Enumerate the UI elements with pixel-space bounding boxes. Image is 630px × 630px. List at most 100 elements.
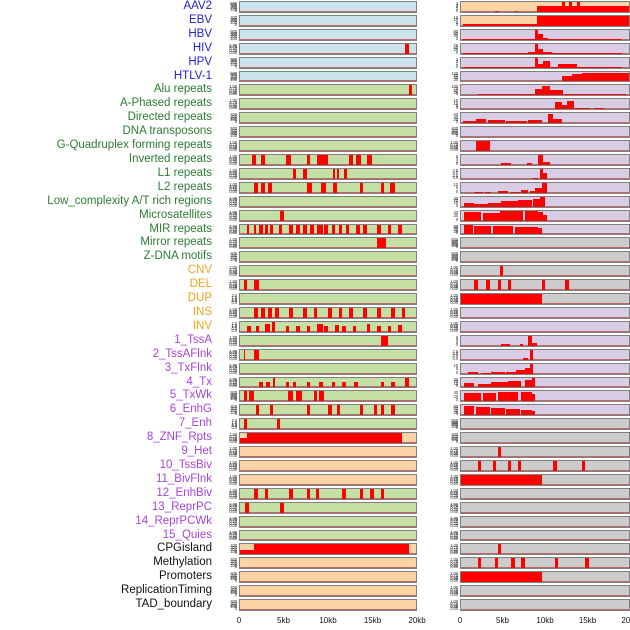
track-plot: 1.00 0.75 0.50 0.25 0.00 <box>435 320 630 334</box>
y-tick-label: 0.50 <box>229 282 237 288</box>
data-bar <box>342 488 346 499</box>
y-tick-label: 1.00 <box>229 501 237 507</box>
data-bar <box>461 294 542 304</box>
track-label-hiv: HIV <box>192 41 212 54</box>
track-label-l2-repeats: L2 repeats <box>157 180 212 193</box>
y-tick-label: 1.00 <box>450 557 458 563</box>
data-bar <box>289 308 293 318</box>
y-tick-label: 0.25 <box>229 381 237 387</box>
plot-area <box>239 251 417 264</box>
y-tick-label: 200 <box>451 129 458 135</box>
y-tick-label: 0 <box>234 7 237 13</box>
plot-area <box>460 167 630 180</box>
data-bar <box>521 189 529 193</box>
data-bar <box>607 108 621 110</box>
y-axis: 1.00 0.75 0.50 0.25 0.00 <box>435 598 459 612</box>
baseline <box>240 80 416 82</box>
baseline <box>461 497 629 499</box>
track-label-del: DEL <box>189 278 212 291</box>
y-tick-label: 0.75 <box>229 336 237 342</box>
y-axis: 60 40 20 0 <box>435 111 459 125</box>
data-bar <box>319 381 323 388</box>
data-bar <box>543 51 552 54</box>
y-tick-label: 0.25 <box>229 159 237 165</box>
y-tick-label: 30 <box>453 376 459 382</box>
data-bar <box>555 558 559 569</box>
y-tick-label: 100 <box>230 35 237 41</box>
y-tick-label: 0.25 <box>229 103 237 109</box>
track-plot: 1.00 0.75 0.50 0.25 0.00 <box>214 529 417 543</box>
y-tick-label: 0.0 <box>452 174 458 180</box>
data-bar <box>268 182 272 193</box>
track-label-replicationtiming: ReplicationTiming <box>121 584 212 597</box>
plot-area <box>460 112 630 125</box>
baseline <box>461 261 629 263</box>
plot-area <box>239 28 417 41</box>
y-tick-label: 400 <box>230 56 237 62</box>
y-axis: 1.00 0.75 0.50 0.25 0.00 <box>214 209 238 223</box>
track-plot: 1.00 0.75 0.50 0.25 0.00 <box>214 431 417 445</box>
data-bar <box>310 224 314 235</box>
y-tick-label: 1.00 <box>229 515 237 521</box>
y-axis: 500 400 300 200 100 0 <box>214 389 238 403</box>
data-bar <box>289 224 293 235</box>
data-bar <box>292 381 297 388</box>
y-tick-label: 20 <box>453 409 459 415</box>
track-plot: 1.00 0.75 0.50 0.25 0.00 <box>214 167 417 181</box>
data-bar <box>553 461 557 471</box>
y-tick-label: 0.50 <box>229 379 237 385</box>
data-bar <box>354 381 358 388</box>
y-tick-label: 75 <box>453 86 459 92</box>
y-tick-label: 300 <box>230 58 237 64</box>
track-plot: 1.00 0.75 0.50 0.25 0.00 <box>435 473 630 487</box>
track-plot: 400 300 200 100 0 <box>435 431 630 445</box>
y-tick-label: 0 <box>455 341 458 347</box>
y-tick-label: 0 <box>234 63 237 69</box>
y-tick-label: 0 <box>234 21 237 27</box>
track-plot: 1.00 0.75 0.50 0.25 0.00 <box>214 334 417 348</box>
track-plot: 15 10 5 0 <box>435 97 630 111</box>
baseline <box>461 372 629 374</box>
baseline <box>240 344 416 346</box>
y-tick-label: 0.75 <box>229 197 237 203</box>
y-tick-label: 3 <box>455 56 458 62</box>
data-bar <box>501 343 510 346</box>
y-tick-label: 100 <box>230 117 237 123</box>
track-plot: 30 20 10 0 <box>435 376 630 390</box>
baseline <box>240 539 416 541</box>
y-tick-label: 0.50 <box>450 560 458 566</box>
y-axis: 1.00 0.75 0.50 0.25 0.00 <box>435 459 459 473</box>
data-bar <box>536 5 629 12</box>
x-tick-label: 20kb <box>408 616 426 625</box>
y-axis: 1.00 0.75 0.50 0.25 0.00 <box>214 529 238 543</box>
y-tick-label: 0 <box>455 7 458 13</box>
y-tick-label: 0.00 <box>229 174 237 180</box>
plot-area <box>239 320 417 333</box>
plot-area <box>460 460 630 472</box>
y-tick-label: 0 <box>455 258 458 264</box>
track-plot: 400 300 200 100 0 <box>214 556 417 570</box>
y-tick-label: 500 <box>451 237 458 243</box>
plot-area <box>460 70 630 83</box>
y-axis: 1.00 0.75 0.50 0.25 0.00 <box>435 445 459 459</box>
y-tick-label: 2 <box>455 339 458 345</box>
data-bar <box>534 88 542 96</box>
y-axis: 1.00 0.75 0.50 0.25 0.00 <box>214 195 238 209</box>
y-tick-label: 0.00 <box>229 313 237 319</box>
data-bar <box>380 182 385 193</box>
data-bar <box>333 182 337 193</box>
data-bar <box>521 410 532 416</box>
y-axis: 30 20 10 0 <box>435 376 459 390</box>
y-axis: 400 300 200 100 0 <box>214 403 238 417</box>
data-bar <box>343 168 348 179</box>
y-axis: 10 5 0 <box>435 362 459 376</box>
baseline <box>461 608 629 610</box>
track-label-9-het: 9_Het <box>181 445 212 458</box>
y-tick-label: 300 <box>230 129 237 135</box>
track-plot: 1.00 0.75 0.50 0.25 0.00 <box>214 153 417 167</box>
data-bar <box>482 393 497 402</box>
y-tick-label: 0.00 <box>229 286 237 292</box>
data-bar <box>278 224 283 235</box>
y-tick-label: 0.50 <box>229 101 237 107</box>
y-tick-label: 300 <box>230 3 237 9</box>
